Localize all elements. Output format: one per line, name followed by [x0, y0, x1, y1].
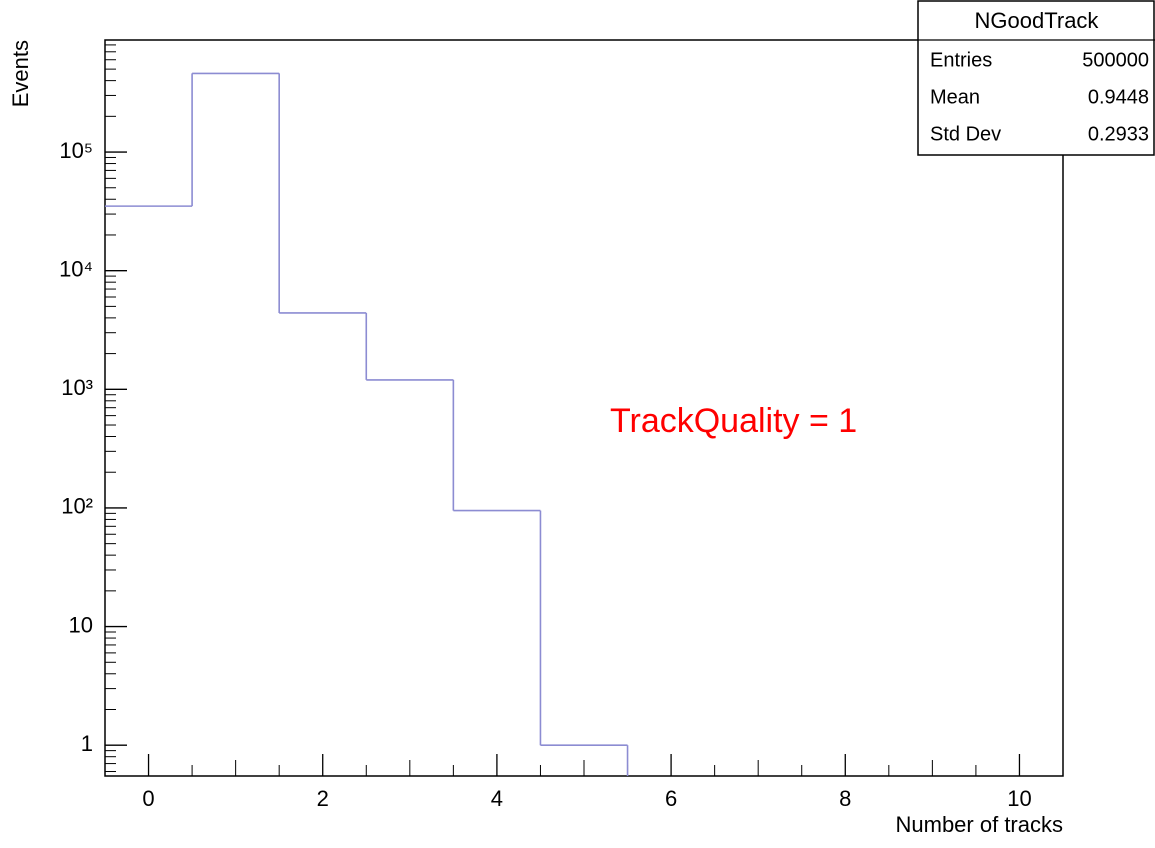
x-tick-label: 8: [839, 786, 851, 811]
stats-value: 0.2933: [1088, 124, 1149, 146]
x-tick-label: 4: [491, 786, 503, 811]
y-tick-label: 10²: [61, 494, 93, 519]
y-tick-label: 10: [69, 612, 93, 637]
stats-title: NGoodTrack: [975, 8, 1100, 33]
stats-box: [917, 0, 1155, 156]
x-axis-label: Number of tracks: [896, 812, 1064, 837]
y-tick-label: 10⁴: [59, 256, 93, 281]
y-tick-label: 10⁵: [59, 138, 93, 163]
y-tick-label: 10³: [61, 375, 93, 400]
x-tick-label: 0: [142, 786, 154, 811]
stats-value: 500000: [1082, 50, 1149, 72]
x-tick-label: 10: [1007, 786, 1031, 811]
annotation: TrackQuality = 1: [610, 402, 857, 440]
stats-label: Mean: [930, 87, 980, 109]
stats-value: 0.9448: [1088, 87, 1149, 109]
x-tick-label: 2: [317, 786, 329, 811]
x-tick-label: 6: [665, 786, 677, 811]
stats-label: Entries: [930, 50, 992, 72]
stats-label: Std Dev: [930, 124, 1001, 146]
y-axis-label: Events: [8, 40, 33, 107]
y-tick-label: 1: [81, 731, 93, 756]
